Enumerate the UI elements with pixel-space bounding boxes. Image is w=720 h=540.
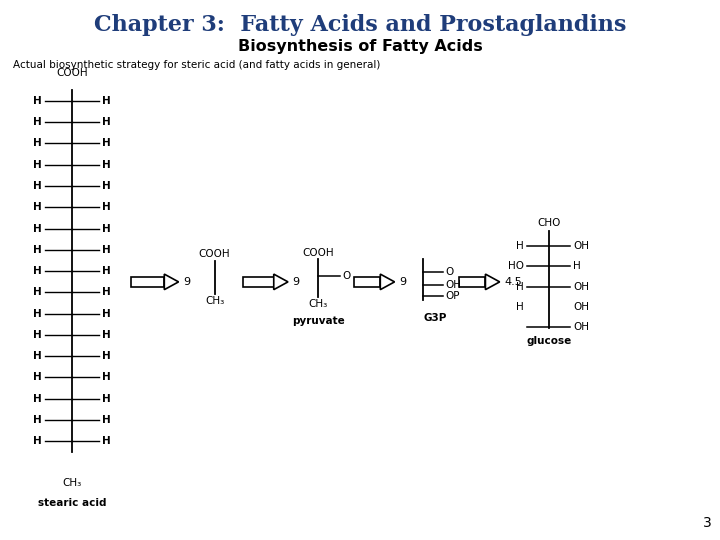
Text: CH₃: CH₃ <box>63 478 81 488</box>
Text: 9: 9 <box>399 277 406 287</box>
Text: 9: 9 <box>292 277 300 287</box>
FancyBboxPatch shape <box>354 277 380 287</box>
Text: CH₃: CH₃ <box>309 299 328 309</box>
Text: H: H <box>33 202 42 212</box>
Text: H: H <box>33 160 42 170</box>
Text: H: H <box>102 138 111 149</box>
Text: OH: OH <box>573 302 589 312</box>
Text: OH: OH <box>573 322 589 332</box>
Text: H: H <box>33 266 42 276</box>
FancyBboxPatch shape <box>131 277 164 287</box>
Text: HO: HO <box>508 261 524 271</box>
Text: H: H <box>102 202 111 212</box>
Text: H: H <box>102 330 111 340</box>
Text: H: H <box>33 394 42 404</box>
Text: H: H <box>102 117 111 127</box>
FancyBboxPatch shape <box>459 277 485 287</box>
Text: H: H <box>516 302 524 312</box>
Text: H: H <box>33 351 42 361</box>
Text: H: H <box>102 266 111 276</box>
Text: Actual biosynthetic strategy for steric acid (and fatty acids in general): Actual biosynthetic strategy for steric … <box>13 60 380 71</box>
Text: H: H <box>102 309 111 319</box>
Text: H: H <box>102 394 111 404</box>
Text: H: H <box>33 309 42 319</box>
Text: H: H <box>102 287 111 298</box>
Polygon shape <box>485 274 500 289</box>
Text: G3P: G3P <box>424 313 447 323</box>
Text: H: H <box>33 96 42 106</box>
Text: H: H <box>102 245 111 255</box>
Text: OP: OP <box>445 291 459 301</box>
Text: H: H <box>33 224 42 233</box>
Text: OH: OH <box>573 241 589 251</box>
Text: H: H <box>102 224 111 233</box>
Polygon shape <box>164 274 179 289</box>
Text: H: H <box>33 330 42 340</box>
Text: H: H <box>33 138 42 149</box>
Text: H: H <box>573 261 581 271</box>
Text: stearic acid: stearic acid <box>37 498 107 509</box>
Text: 9: 9 <box>183 277 190 287</box>
Text: H: H <box>516 241 524 251</box>
Text: COOH: COOH <box>302 247 334 258</box>
Text: COOH: COOH <box>56 68 88 78</box>
Text: 4.5: 4.5 <box>504 277 522 287</box>
Text: Chapter 3:  Fatty Acids and Prostaglandins: Chapter 3: Fatty Acids and Prostaglandin… <box>94 14 626 36</box>
FancyBboxPatch shape <box>243 277 274 287</box>
Text: O: O <box>445 267 453 277</box>
Text: H: H <box>102 351 111 361</box>
Text: H: H <box>102 96 111 106</box>
Text: glucose: glucose <box>526 336 571 347</box>
Text: H: H <box>33 245 42 255</box>
Text: H: H <box>33 415 42 425</box>
Text: H: H <box>102 373 111 382</box>
Text: H: H <box>102 181 111 191</box>
Text: CHO: CHO <box>537 218 560 228</box>
Text: CH₃: CH₃ <box>205 296 224 306</box>
Text: H: H <box>33 373 42 382</box>
Text: H: H <box>33 181 42 191</box>
Text: H: H <box>102 415 111 425</box>
Text: H: H <box>33 117 42 127</box>
Text: H: H <box>102 436 111 447</box>
Text: H: H <box>102 160 111 170</box>
Text: OH: OH <box>445 280 461 289</box>
Text: pyruvate: pyruvate <box>292 316 345 327</box>
Text: Biosynthesis of Fatty Acids: Biosynthesis of Fatty Acids <box>238 39 482 54</box>
Text: H: H <box>33 436 42 447</box>
Text: COOH: COOH <box>199 249 230 259</box>
Text: H: H <box>33 287 42 298</box>
Text: 3: 3 <box>703 516 711 530</box>
Text: O: O <box>342 272 350 281</box>
Polygon shape <box>380 274 395 289</box>
Text: OH: OH <box>573 282 589 292</box>
Polygon shape <box>274 274 288 289</box>
Text: H: H <box>516 282 524 292</box>
